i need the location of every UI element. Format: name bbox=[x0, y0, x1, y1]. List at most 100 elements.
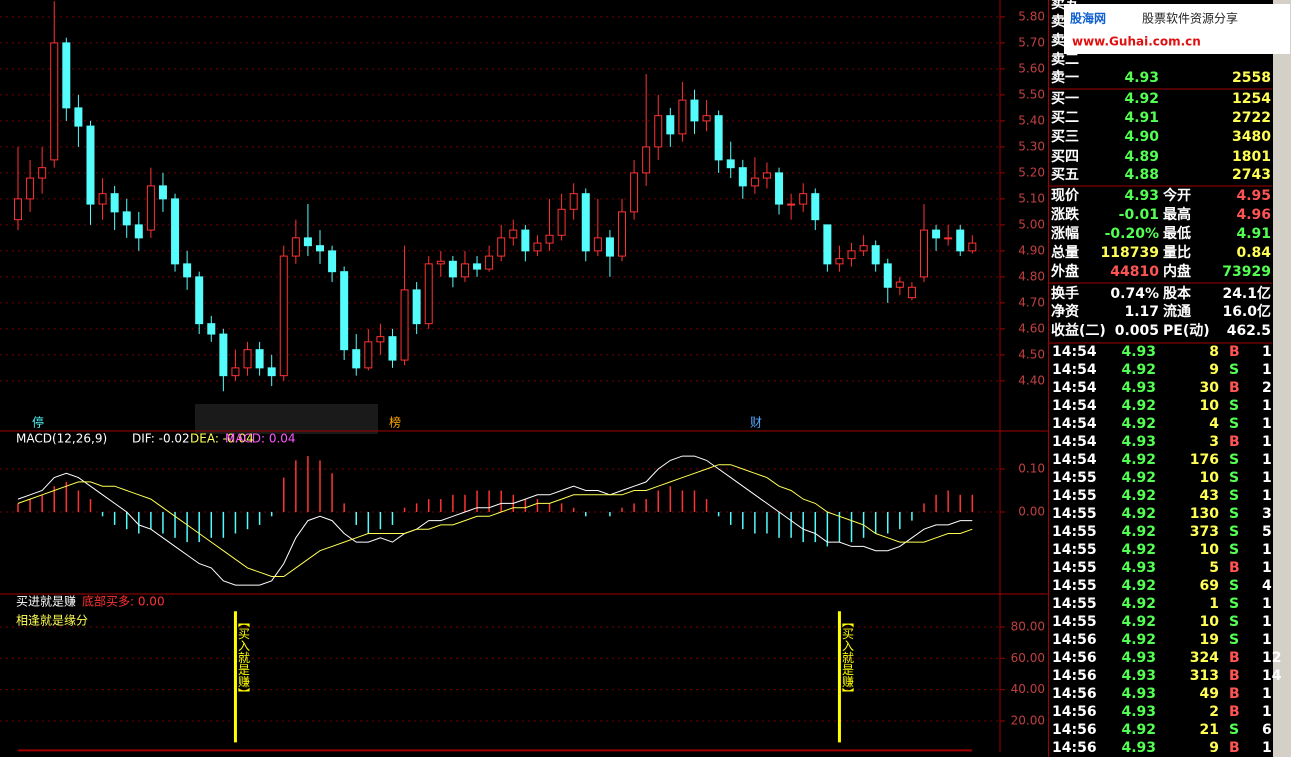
y-tick-label: 60.00 bbox=[1011, 651, 1045, 665]
trade-side: S bbox=[1229, 632, 1239, 648]
stat-value: 24.1亿 bbox=[1222, 285, 1271, 302]
stat-label: 换手 bbox=[1051, 285, 1079, 302]
candle-body bbox=[436, 260, 445, 265]
trade-price: 4.92 bbox=[1121, 578, 1156, 594]
y-tick-label: 80.00 bbox=[1011, 619, 1045, 633]
trade-price: 4.92 bbox=[1121, 542, 1156, 558]
stat-label: 最低 bbox=[1163, 225, 1191, 242]
candle-body bbox=[871, 245, 880, 265]
trade-time: 14:56 bbox=[1052, 704, 1097, 720]
candle-body bbox=[509, 229, 518, 239]
candle-body bbox=[787, 203, 796, 206]
candle-body bbox=[231, 367, 240, 377]
stat-value: 462.5 bbox=[1227, 323, 1271, 339]
trade-time: 14:55 bbox=[1052, 596, 1097, 612]
trade-volume: 10 bbox=[1200, 614, 1220, 630]
trade-volume: 3 bbox=[1209, 434, 1219, 450]
y-tick-label: 4.90 bbox=[1018, 243, 1045, 257]
candle-body bbox=[618, 211, 626, 257]
book-price: 4.88 bbox=[1124, 167, 1159, 183]
book-label: 买五 bbox=[1051, 167, 1079, 183]
trade-price: 4.93 bbox=[1121, 650, 1156, 666]
y-tick-label: 5.80 bbox=[1018, 9, 1045, 23]
stat-value: 1.17 bbox=[1124, 304, 1159, 320]
book-volume: 3480 bbox=[1232, 129, 1271, 145]
trade-volume: 9 bbox=[1209, 740, 1219, 756]
trade-count: 1 bbox=[1262, 398, 1272, 414]
trade-volume: 2 bbox=[1209, 704, 1219, 720]
stat-value: 0.74% bbox=[1110, 286, 1159, 302]
trade-time: 14:54 bbox=[1052, 344, 1097, 360]
trade-price: 4.92 bbox=[1121, 398, 1156, 414]
trade-count: 1 bbox=[1262, 740, 1272, 756]
trade-volume: 19 bbox=[1200, 632, 1219, 648]
trade-count: 1 bbox=[1262, 344, 1272, 360]
candle-body bbox=[823, 224, 832, 265]
candle-body bbox=[883, 263, 892, 288]
candle-body bbox=[762, 172, 771, 179]
trade-price: 4.93 bbox=[1121, 704, 1156, 720]
trade-volume: 21 bbox=[1200, 722, 1219, 738]
candle-body bbox=[714, 115, 723, 161]
trade-side: B bbox=[1229, 704, 1240, 720]
y-tick-label: 0.10 bbox=[1018, 461, 1045, 475]
y-tick-label: 4.60 bbox=[1018, 321, 1045, 335]
stat-label: 内盘 bbox=[1163, 263, 1191, 280]
overlay-box bbox=[195, 404, 378, 434]
trade-price: 4.93 bbox=[1121, 686, 1156, 702]
trade-time: 14:55 bbox=[1052, 542, 1097, 558]
y-tick-label: 40.00 bbox=[1011, 682, 1045, 696]
trade-count: 1 bbox=[1262, 542, 1272, 558]
stat-label: PE(动) bbox=[1163, 322, 1210, 339]
stat-value: 4.91 bbox=[1236, 226, 1271, 242]
trade-time: 14:55 bbox=[1052, 578, 1097, 594]
candle-body bbox=[158, 185, 167, 200]
panel-title: 买进就是赚 bbox=[16, 594, 76, 609]
trade-price: 4.93 bbox=[1121, 560, 1156, 576]
candle-body bbox=[593, 237, 602, 252]
trade-count: 3 bbox=[1262, 506, 1272, 522]
book-label: 买三 bbox=[1051, 129, 1079, 145]
candle-body bbox=[545, 234, 554, 244]
trade-volume: 313 bbox=[1190, 668, 1219, 684]
stat-value: -0.01 bbox=[1119, 207, 1159, 223]
trade-volume: 130 bbox=[1190, 506, 1219, 522]
trade-time: 14:55 bbox=[1052, 614, 1097, 630]
candle-body bbox=[207, 323, 216, 335]
candle-body bbox=[316, 245, 324, 252]
trade-side: S bbox=[1229, 452, 1239, 468]
y-tick-label: 5.50 bbox=[1018, 87, 1045, 101]
legend-entry: DIF: -0.02 bbox=[132, 432, 190, 446]
trade-side: S bbox=[1229, 614, 1239, 630]
trade-price: 4.92 bbox=[1121, 596, 1156, 612]
candle-body bbox=[654, 115, 663, 148]
logo-name: 股海网 bbox=[1070, 11, 1106, 26]
stat-value: 73929 bbox=[1222, 264, 1271, 280]
trade-price: 4.92 bbox=[1121, 614, 1156, 630]
candle-body bbox=[303, 237, 312, 247]
candle-body bbox=[38, 167, 47, 179]
book-label: 卖二 bbox=[1051, 51, 1079, 68]
trade-count: 1 bbox=[1262, 362, 1272, 378]
candle-body bbox=[448, 260, 457, 278]
trade-side: S bbox=[1229, 398, 1239, 414]
y-tick-label: 20.00 bbox=[1011, 713, 1045, 727]
trade-time: 14:54 bbox=[1052, 380, 1097, 396]
trade-price: 4.92 bbox=[1121, 488, 1156, 504]
stat-label: 收益(二) bbox=[1051, 322, 1106, 339]
trade-time: 14:56 bbox=[1052, 668, 1097, 684]
y-tick-label: 4.80 bbox=[1018, 269, 1045, 283]
trade-price: 4.92 bbox=[1121, 506, 1156, 522]
side-toolbar[interactable] bbox=[1273, 0, 1291, 757]
trade-side: B bbox=[1229, 434, 1240, 450]
book-price: 4.89 bbox=[1124, 149, 1159, 165]
candle-body bbox=[460, 263, 469, 278]
trade-count: 6 bbox=[1262, 722, 1272, 738]
candle-body bbox=[907, 286, 916, 299]
trade-time: 14:55 bbox=[1052, 560, 1097, 576]
candle-body bbox=[134, 224, 143, 239]
book-volume: 2558 bbox=[1232, 70, 1271, 86]
book-volume: 1254 bbox=[1232, 91, 1271, 107]
candle-body bbox=[146, 185, 155, 231]
signal-text: 【买入就是赚】 bbox=[840, 615, 854, 699]
